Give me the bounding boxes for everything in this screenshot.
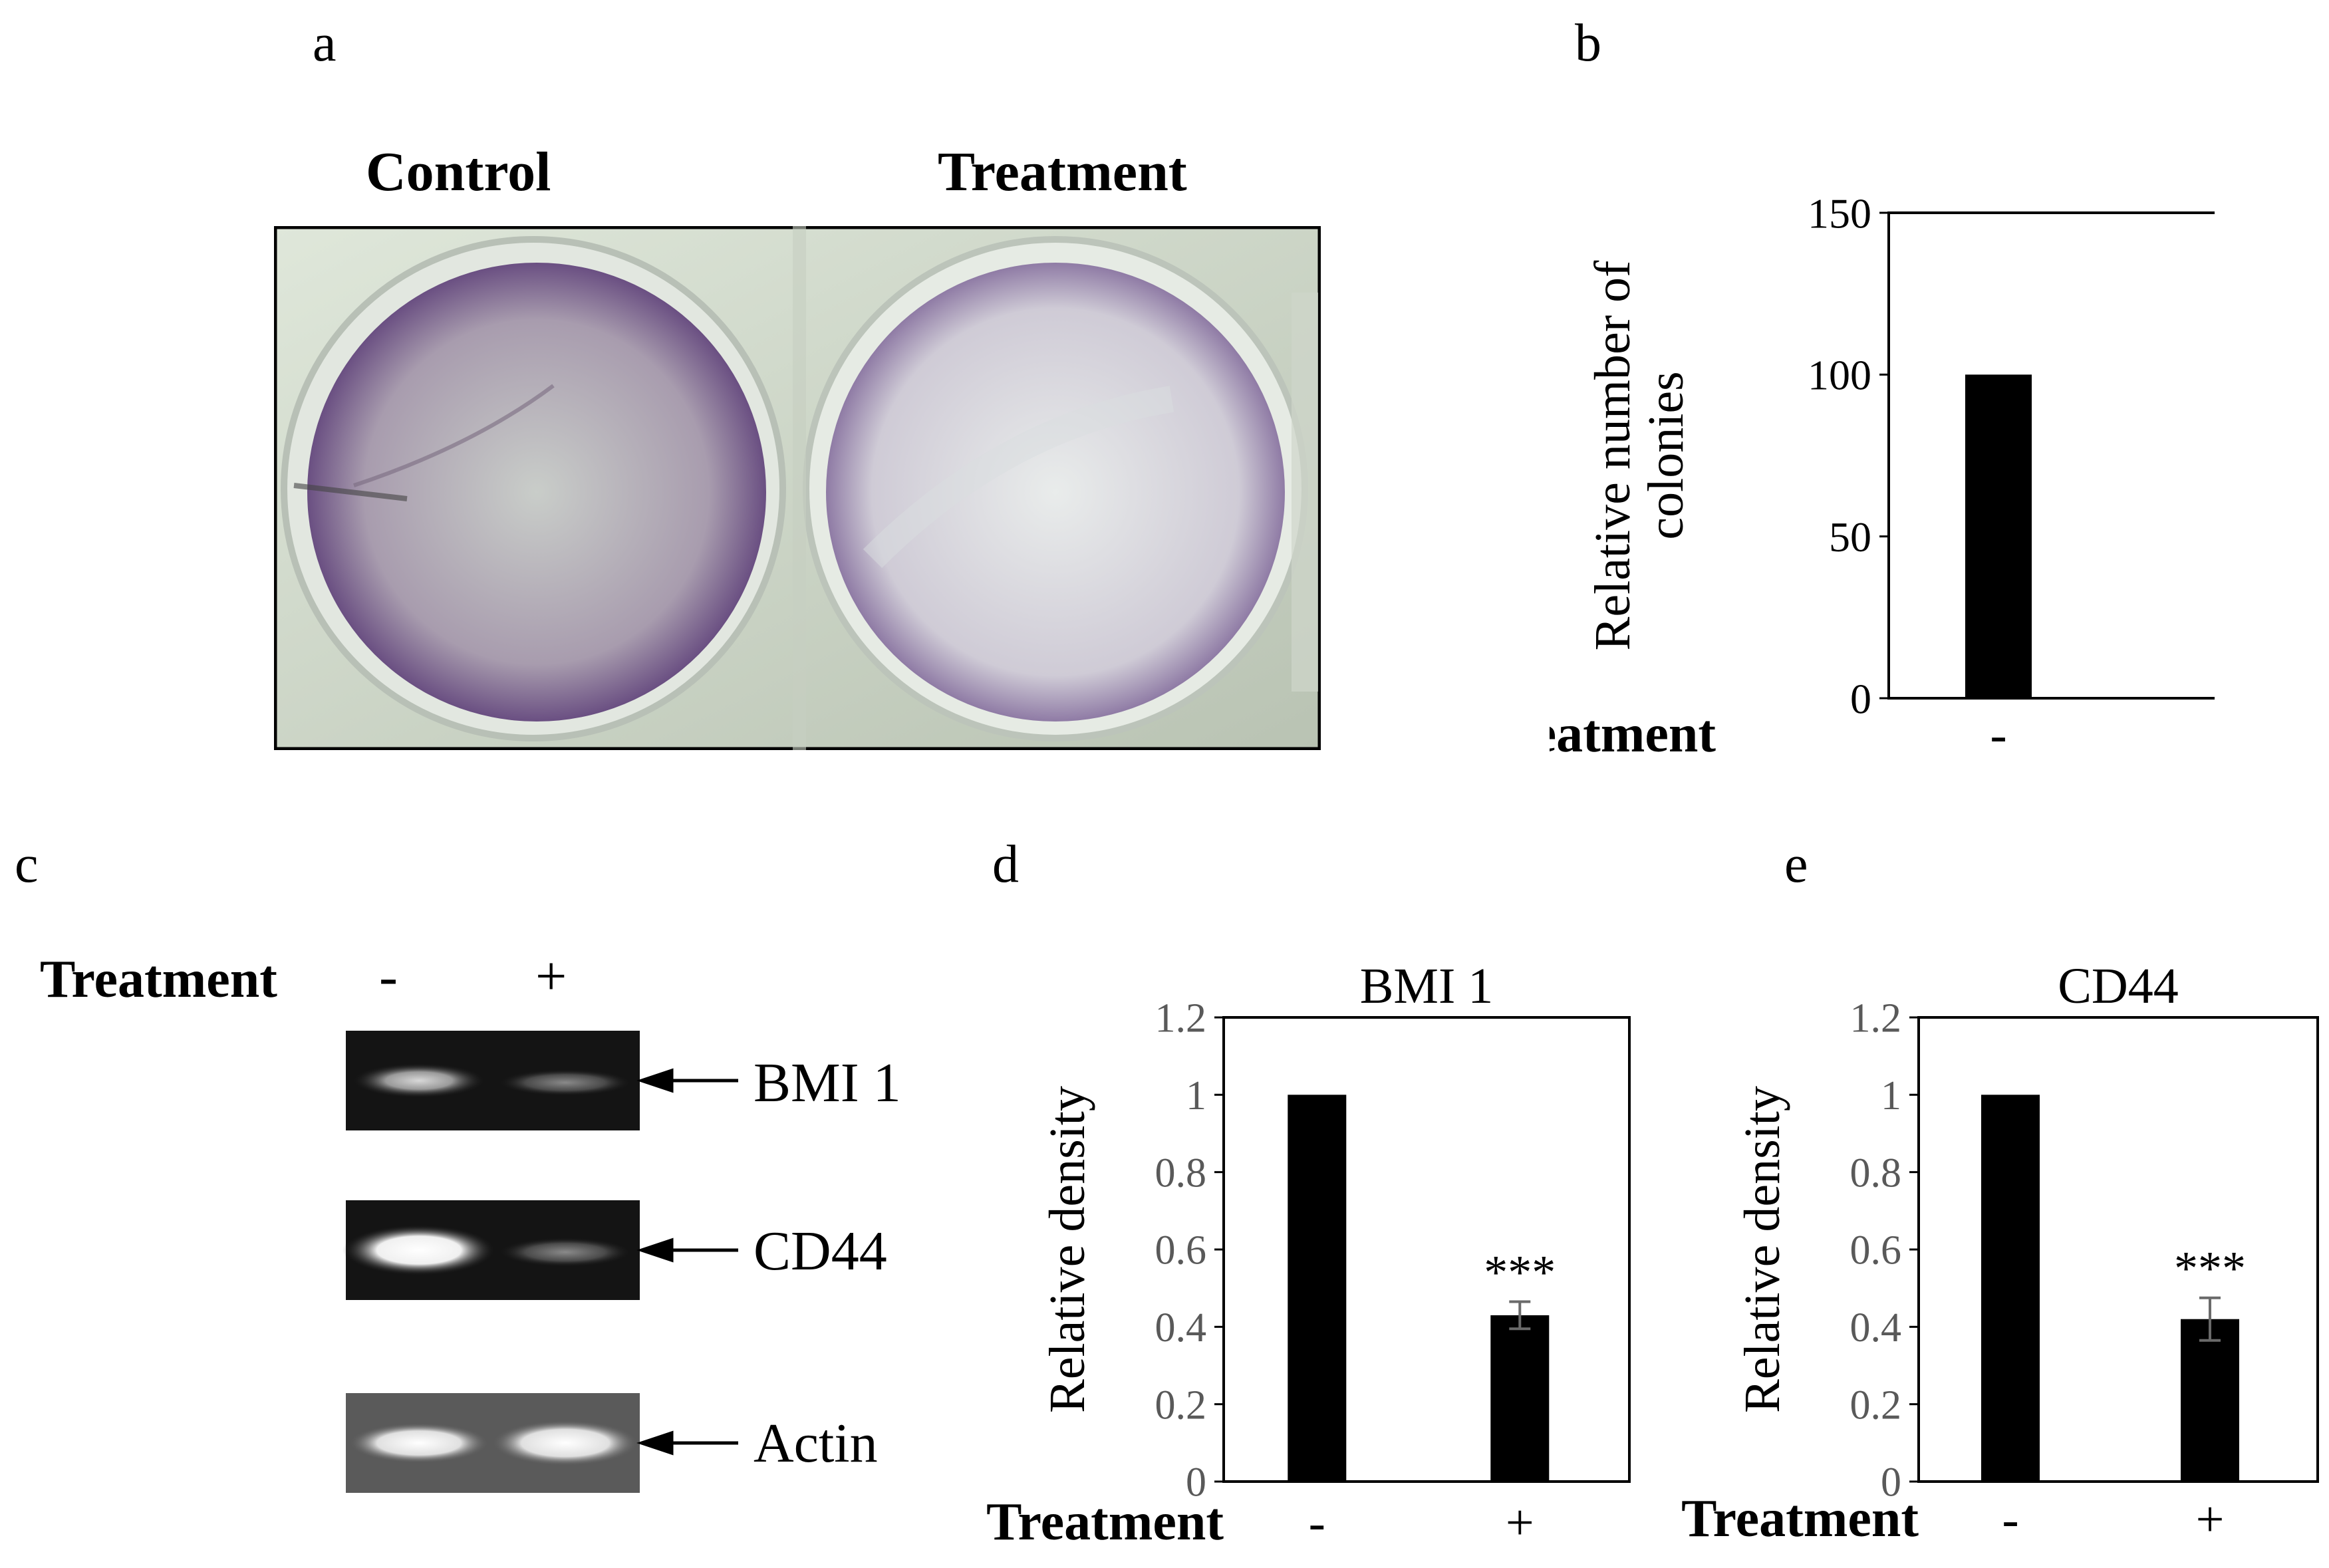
- y-tick-label: 150: [1808, 190, 1871, 237]
- plot-frame: [1222, 1016, 1631, 1483]
- significance-label: ***: [2174, 1242, 2246, 1295]
- chart-bmi1-density: 0 0.2 0.4 0.6 0.8 1 1.2 - *** + Treatment BMI 1 Rela…: [986, 958, 1631, 1551]
- y-tick-label: 0: [1850, 675, 1871, 722]
- band-label-actin: Actin: [754, 1412, 878, 1474]
- y-tick-label: 1: [1881, 1073, 1901, 1118]
- category-label: +: [1506, 1495, 1534, 1551]
- significance-label: ***: [1484, 1246, 1556, 1299]
- panel-letter-c: c: [15, 835, 39, 894]
- panel-letter-b: b: [1575, 14, 1601, 72]
- category-label: -: [2002, 1492, 2018, 1547]
- label-treatment: Treatment: [938, 141, 1187, 203]
- bar-control: [1965, 374, 2032, 698]
- bar-control: [1981, 1095, 2040, 1482]
- y-tick-label: 1: [1186, 1073, 1206, 1118]
- label-control: Control: [366, 141, 551, 203]
- y-tick-label: 50: [1829, 513, 1871, 561]
- y-tick-label: 0.4: [1155, 1305, 1207, 1351]
- y-tick-label: 0.8: [1850, 1150, 1902, 1196]
- band-label-cd44: CD44: [754, 1220, 887, 1282]
- chart-title: BMI 1: [1360, 958, 1494, 1014]
- colony-plate-photo: [274, 226, 1321, 750]
- y-tick-label: 100: [1808, 352, 1871, 399]
- chart-cd44-density: 0 0.2 0.4 0.6 0.8 1 1.2 - *** + Treatment CD44 Relat…: [1681, 958, 2319, 1548]
- x-axis-label: Treatment: [986, 1493, 1224, 1551]
- panel-letter-a: a: [313, 14, 337, 72]
- plot-frame: [1917, 1016, 2319, 1483]
- y-tick-label: 0.8: [1155, 1150, 1207, 1196]
- bar-control: [1288, 1095, 1347, 1482]
- x-axis-label: Treatment: [1681, 1490, 1919, 1548]
- y-tick-label: 0: [1881, 1460, 1901, 1505]
- y-axis-label: Relative density: [1039, 1086, 1095, 1413]
- y-tick-label: 0.6: [1155, 1228, 1207, 1273]
- band-label-bmi1: BMI 1: [754, 1052, 901, 1114]
- y-tick-label: 0: [1186, 1460, 1206, 1505]
- panel-letter-e: e: [1784, 835, 1808, 894]
- category-label: +: [2196, 1492, 2225, 1547]
- y-tick-label: 1.2: [1155, 996, 1207, 1041]
- gel-plus-label: +: [535, 946, 567, 1007]
- bar-treatment: [2181, 1319, 2239, 1482]
- y-tick-label: 0.2: [1155, 1382, 1207, 1428]
- gel-minus-label: -: [379, 946, 398, 1007]
- y-tick-label: 0.6: [1850, 1228, 1902, 1273]
- panel-letter-d: d: [992, 835, 1019, 894]
- chart-title: CD44: [2058, 958, 2179, 1014]
- x-axis-label: Treatment: [1550, 705, 1716, 763]
- gel-treatment-label: Treatment: [40, 950, 277, 1009]
- category-label: -: [1309, 1495, 1325, 1551]
- gel-image: [342, 1031, 738, 1493]
- y-tick-label: 0.4: [1850, 1305, 1902, 1351]
- plot-frame: [1887, 211, 2215, 700]
- bar-treatment: [1490, 1315, 1550, 1482]
- y-axis-label: Relative number of: [1585, 260, 1641, 650]
- y-axis-label: Relative density: [1734, 1086, 1790, 1413]
- y-tick-label: 1.2: [1850, 996, 1902, 1041]
- y-axis-label: colonies: [1638, 371, 1694, 539]
- y-tick-label: 0.2: [1850, 1382, 1902, 1428]
- category-label: -: [1990, 707, 2006, 763]
